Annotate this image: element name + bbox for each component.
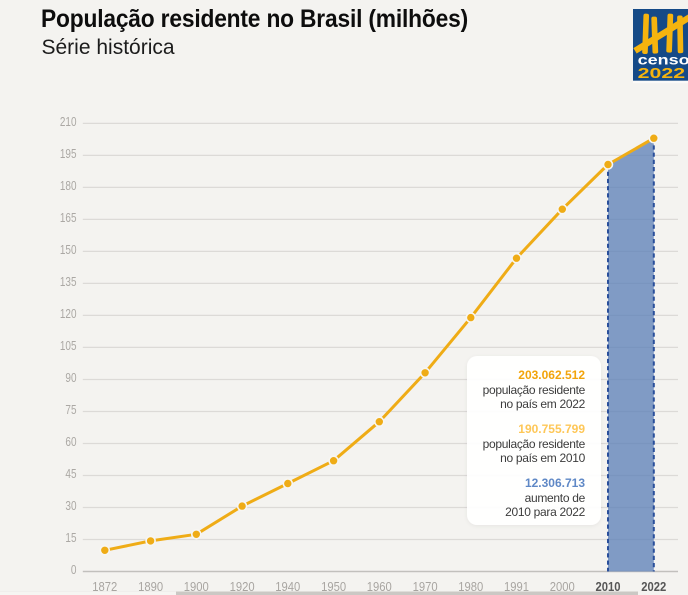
svg-text:0: 0: [71, 563, 77, 577]
svg-text:1890: 1890: [138, 579, 163, 594]
svg-text:75: 75: [65, 403, 76, 417]
svg-text:150: 150: [60, 243, 77, 257]
svg-text:60: 60: [65, 435, 76, 449]
svg-text:1900: 1900: [184, 579, 209, 594]
svg-text:180: 180: [60, 179, 77, 193]
svg-text:2022: 2022: [638, 66, 686, 82]
svg-text:2000: 2000: [550, 579, 575, 594]
svg-text:1920: 1920: [230, 579, 255, 594]
svg-text:45: 45: [65, 467, 76, 481]
svg-text:1872: 1872: [92, 579, 117, 594]
svg-text:1950: 1950: [321, 579, 346, 594]
svg-text:1980: 1980: [458, 579, 483, 594]
svg-text:1970: 1970: [413, 579, 438, 594]
svg-text:90: 90: [65, 371, 76, 385]
svg-text:135: 135: [60, 275, 77, 289]
svg-text:120: 120: [60, 307, 77, 321]
svg-text:30: 30: [65, 499, 76, 513]
svg-text:1991: 1991: [504, 579, 529, 594]
svg-text:2010: 2010: [596, 579, 621, 594]
svg-text:censo: censo: [638, 52, 688, 67]
svg-text:210: 210: [60, 115, 77, 129]
svg-text:2022: 2022: [641, 579, 666, 594]
svg-text:1960: 1960: [367, 579, 392, 594]
svg-text:105: 105: [60, 339, 77, 353]
svg-text:15: 15: [65, 531, 76, 545]
svg-text:195: 195: [60, 147, 77, 161]
svg-text:165: 165: [60, 211, 77, 225]
svg-text:1940: 1940: [275, 579, 300, 594]
